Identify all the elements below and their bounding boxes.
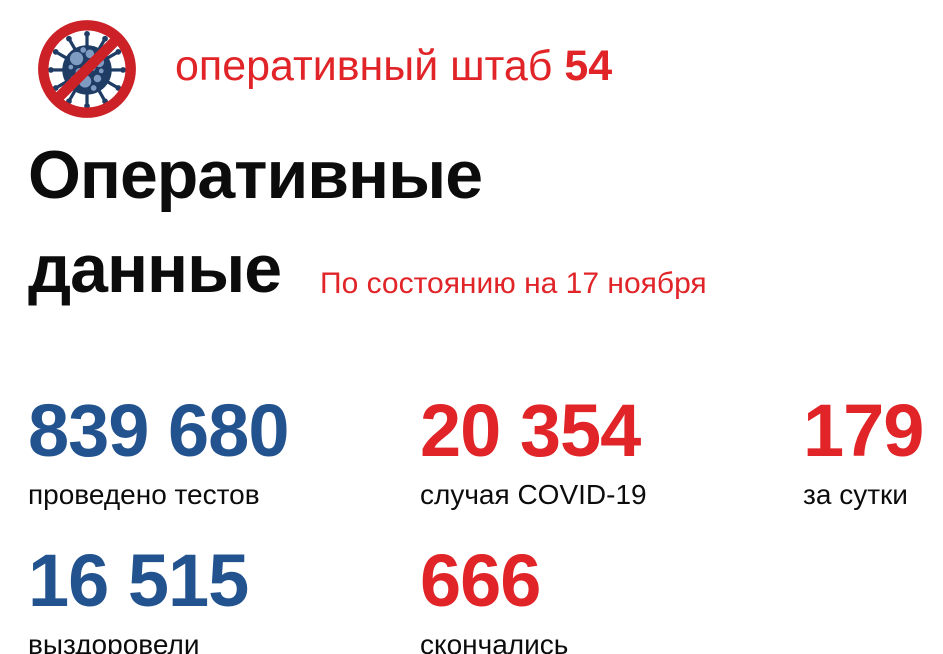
stat-recovered: 16 515 выздоровели [28, 539, 249, 654]
stat-tests-value: 839 680 [28, 389, 289, 472]
page-title: Оперативные данные [28, 128, 483, 316]
stat-daily-label: за сутки [803, 479, 908, 510]
stat-deaths-label: скончались [420, 629, 569, 654]
stat-cases: 20 354 случая COVID-19 [420, 394, 647, 511]
stat-daily: 179 за сутки [803, 389, 924, 511]
no-virus-icon [38, 20, 136, 118]
brand-text: оперативный штаб [175, 42, 553, 90]
virus-spike-tips [48, 31, 126, 109]
stat-deaths-value: 666 [420, 539, 541, 622]
stat-cases-value: 20 354 [420, 389, 641, 472]
prohibition-ring [38, 20, 136, 118]
stat-recovered-label: выздоровели [28, 629, 200, 654]
brand-line: оперативный штаб 54 [175, 44, 612, 88]
stat-recovered-value: 16 515 [28, 539, 249, 622]
stat-tests: 839 680 проведено тестов [28, 394, 289, 511]
page-title-line1: Оперативные [28, 137, 483, 213]
stat-daily-value: 179 [803, 389, 924, 472]
date-note: По состоянию на 17 ноября [320, 267, 707, 300]
stat-cases-label: случая COVID-19 [420, 479, 647, 510]
stat-tests-label: проведено тестов [28, 479, 260, 510]
stat-deaths: 666 скончались [420, 544, 568, 654]
page-title-line2: данные [28, 231, 282, 307]
prohibition-slash [52, 34, 122, 104]
brand-number: 54 [564, 42, 613, 90]
